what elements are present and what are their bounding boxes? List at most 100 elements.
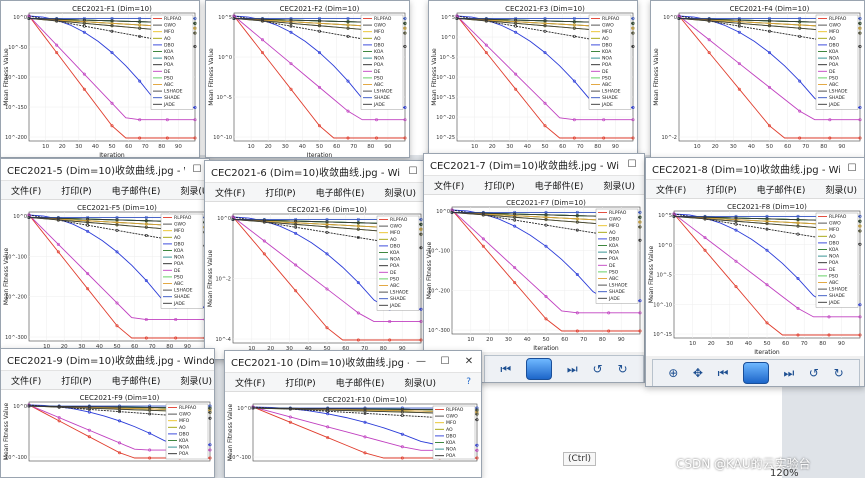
window-titlebar[interactable]: CEC2021-9 (Dim=10)收敛曲线.jpg - Windo... xyxy=(1,349,214,371)
data-point-dbo xyxy=(403,106,407,110)
minimize-button[interactable]: — xyxy=(416,356,426,367)
y-tick-label: 10^0 xyxy=(13,15,27,21)
rotate-right-icon[interactable]: ↻ xyxy=(833,366,844,380)
y-tick-label: 10^0 xyxy=(218,55,232,61)
menu-email[interactable]: 电子邮件(E) xyxy=(315,188,365,199)
data-point-lshade xyxy=(737,21,741,25)
menu-burn[interactable]: 刻录(U) xyxy=(180,186,210,197)
menu-print[interactable]: 打印(P) xyxy=(484,181,515,192)
legend-label: DBO xyxy=(446,433,457,439)
figure-window-f1[interactable]: CEC2021-F1 (Dim=10) Mean Fitness Value Ite… xyxy=(0,0,200,158)
x-tick-label: 30 xyxy=(75,144,82,150)
menu-print[interactable]: 打印(P) xyxy=(706,185,737,196)
maximize-button[interactable]: ☐ xyxy=(440,356,450,367)
data-point-poa xyxy=(798,34,802,38)
data-point-lshade xyxy=(208,410,212,414)
x-tick-label: 10 xyxy=(471,144,478,150)
data-point-de xyxy=(56,242,60,246)
menu-email[interactable]: 电子邮件(E) xyxy=(335,378,385,389)
photo-viewer-window-f10[interactable]: CEC2021-10 (Dim=10)收敛曲线.jpg - Wind... — … xyxy=(224,350,482,478)
slideshow-button[interactable] xyxy=(742,362,769,384)
zoom-icon[interactable]: ⊕ xyxy=(668,366,679,380)
legend xyxy=(588,14,632,110)
x-tick-label: 10 xyxy=(248,346,255,352)
menu-file[interactable]: 文件(F) xyxy=(434,181,465,192)
legend-label: DBO xyxy=(374,42,385,48)
window-titlebar[interactable]: CEC2021-5 (Dim=10)收敛曲线.jpg - Windo... ☐ xyxy=(1,159,209,181)
menu-email[interactable]: 电子邮件(E) xyxy=(756,185,806,196)
menu-file[interactable]: 文件(F) xyxy=(656,185,687,196)
menu-print[interactable]: 打印(P) xyxy=(61,376,92,387)
legend-label: NOA xyxy=(829,254,840,260)
figure-window-f2[interactable]: CEC2021-F2 (Dim=10) Mean Fitness Value Ite… xyxy=(205,0,410,158)
figure-window-f4[interactable]: CEC2021-F4 (Dim=10) Mean Fitness Value 10 2… xyxy=(650,0,865,158)
menu-bar: 文件(F) 打印(P) 电子邮件(E) 刻录(U) xyxy=(1,181,209,200)
data-point-rl xyxy=(363,451,367,455)
photo-viewer-window-f8[interactable]: CEC2021-8 (Dim=10)收敛曲线.jpg - Windo... ☐ … xyxy=(645,157,865,387)
legend-label: KOA xyxy=(164,49,174,55)
close-button[interactable]: ✕ xyxy=(464,356,474,367)
figure-window-f3[interactable]: CEC2021-F3 (Dim=10) Mean Fitness Value 10 2… xyxy=(428,0,638,158)
maximize-icon[interactable]: ☐ xyxy=(408,166,418,177)
data-point-lshade xyxy=(734,219,738,223)
series-line-de xyxy=(28,15,195,121)
menu-file[interactable]: 文件(F) xyxy=(215,188,246,199)
previous-icon[interactable]: ⏮ xyxy=(500,361,512,376)
paste-options-hint[interactable]: (Ctrl) xyxy=(563,452,597,466)
data-point-de xyxy=(544,295,548,299)
slideshow-button[interactable] xyxy=(526,358,553,380)
menu-burn[interactable]: 刻录(U) xyxy=(603,181,635,192)
photo-viewer-window-f6[interactable]: CEC2021-6 (Dim=10)收敛曲线.jpg - Windo... ☐ … xyxy=(204,160,426,360)
data-point-jade xyxy=(138,20,142,24)
legend-label: ABC xyxy=(829,82,838,88)
next-icon[interactable]: ⏭ xyxy=(783,365,795,380)
data-point-de xyxy=(294,263,298,267)
menu-email[interactable]: 电子邮件(E) xyxy=(111,186,161,197)
menu-print[interactable]: 打印(P) xyxy=(285,378,316,389)
data-point-lshade xyxy=(325,225,329,229)
rotate-left-icon[interactable]: ↺ xyxy=(808,366,819,380)
y-tick-label: 10^0 xyxy=(436,209,450,215)
menu-email[interactable]: 电子邮件(E) xyxy=(534,181,584,192)
next-icon[interactable]: ⏭ xyxy=(566,361,578,376)
legend-label: ABC xyxy=(829,280,838,286)
menu-file[interactable]: 文件(F) xyxy=(11,376,42,387)
window-titlebar[interactable]: CEC2021-6 (Dim=10)收敛曲线.jpg - Windo... ☐ xyxy=(205,161,425,183)
maximize-icon[interactable]: ☐ xyxy=(627,159,637,170)
menu-email[interactable]: 电子邮件(E) xyxy=(111,376,161,387)
data-point-rl xyxy=(768,124,772,128)
menu-print[interactable]: 打印(P) xyxy=(61,186,92,197)
photo-viewer-window-f9[interactable]: CEC2021-9 (Dim=10)收敛曲线.jpg - Windo... 文件… xyxy=(0,348,215,478)
data-point-jade xyxy=(419,222,423,226)
x-tick-label: 10 xyxy=(42,144,49,150)
maximize-icon[interactable]: ☐ xyxy=(847,163,857,174)
x-tick-label: 60 xyxy=(333,144,340,150)
window-titlebar[interactable]: CEC2021-8 (Dim=10)收敛曲线.jpg - Windo... ☐ xyxy=(646,158,864,180)
rotate-left-icon[interactable]: ↺ xyxy=(592,362,603,376)
window-titlebar[interactable]: CEC2021-10 (Dim=10)收敛曲线.jpg - Wind... — … xyxy=(225,351,481,373)
menu-burn[interactable]: 刻录(U) xyxy=(404,378,436,389)
data-point-poa xyxy=(86,223,90,227)
y-tick-label: 10^-15 xyxy=(436,95,455,101)
previous-icon[interactable]: ⏮ xyxy=(717,365,729,380)
menu-file[interactable]: 文件(F) xyxy=(11,186,42,197)
data-point-rl xyxy=(796,333,800,337)
help-icon[interactable]: ? xyxy=(466,377,471,387)
legend-label: DE xyxy=(374,69,381,75)
photo-viewer-window-f7[interactable]: CEC2021-7 (Dim=10)收敛曲线.jpg - Windo... ☐ … xyxy=(423,153,645,383)
fit-icon[interactable]: ✥ xyxy=(692,366,703,380)
menu-burn[interactable]: 刻录(U) xyxy=(825,185,857,196)
rotate-right-icon[interactable]: ↻ xyxy=(617,362,628,376)
menu-burn[interactable]: 刻录(U) xyxy=(384,188,416,199)
data-point-jade xyxy=(356,221,360,225)
window-titlebar[interactable]: CEC2021-7 (Dim=10)收敛曲线.jpg - Windo... ☐ xyxy=(424,154,644,176)
menu-burn[interactable]: 刻录(U) xyxy=(180,376,212,387)
close-icon[interactable]: ☐ xyxy=(192,164,202,175)
data-point-rl xyxy=(828,136,832,140)
legend-label: LSHADE xyxy=(390,290,409,296)
menu-file[interactable]: 文件(F) xyxy=(235,378,266,389)
photo-viewer-window-f5[interactable]: CEC2021-5 (Dim=10)收敛曲线.jpg - Windo... ☐ … xyxy=(0,158,210,358)
data-point-lshade xyxy=(513,215,517,219)
menu-print[interactable]: 打印(P) xyxy=(265,188,296,199)
legend-label: RLPFAO xyxy=(179,405,197,411)
